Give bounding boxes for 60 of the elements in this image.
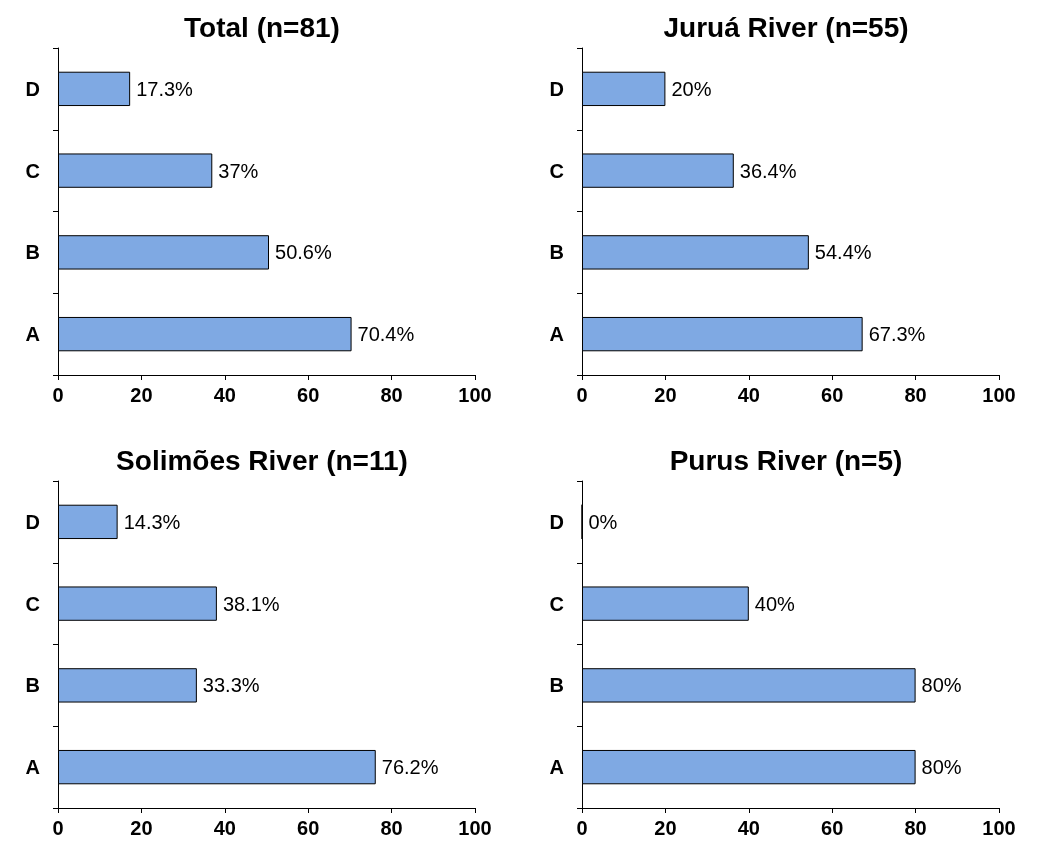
x-tick-label: 0	[52, 817, 64, 839]
x-tick-label: 100	[458, 384, 492, 406]
chart-title: Solimões River (n=11)	[116, 444, 408, 476]
x-tick-label: 60	[297, 384, 320, 406]
data-label: 40%	[754, 592, 796, 615]
y-tick-label: A	[549, 323, 564, 346]
data-label: 20%	[671, 77, 712, 100]
y-tick-label: B	[25, 241, 40, 264]
x-tick-label: 20	[130, 384, 153, 406]
data-label: 80%	[921, 674, 962, 697]
x-tick-label: 0	[576, 384, 588, 406]
y-tick-label: B	[25, 674, 40, 697]
x-tick-label: 0	[576, 817, 588, 839]
x-tick-label: 60	[821, 817, 844, 839]
data-label: 50.6%	[275, 241, 332, 264]
x-tick-label: 20	[654, 817, 677, 839]
y-tick-label: C	[25, 159, 40, 182]
x-tick-label: 20	[654, 384, 677, 406]
data-label: 14.3%	[123, 510, 181, 533]
y-tick-label: D	[25, 510, 40, 533]
x-tick-label: 40	[213, 817, 236, 839]
y-tick-label: A	[25, 323, 40, 346]
x-tick-label: 80	[380, 817, 403, 839]
data-label: 36.4%	[739, 159, 797, 182]
data-label: 80%	[921, 756, 962, 779]
data-label: 54.4%	[814, 241, 872, 264]
y-tick-label: D	[549, 77, 564, 100]
x-tick-label: 40	[213, 384, 236, 406]
y-tick-label: C	[549, 159, 564, 182]
data-label: 67.3%	[868, 323, 926, 346]
data-label: 38.1%	[222, 592, 280, 615]
x-tick-label: 60	[821, 384, 844, 406]
x-tick-label: 0	[52, 384, 64, 406]
x-tick-label: 100	[982, 384, 1016, 406]
x-tick-label: 80	[380, 384, 403, 406]
data-label: 37%	[218, 159, 259, 182]
data-label: 0%	[588, 510, 618, 533]
x-tick-label: 20	[130, 817, 153, 839]
y-tick-label: D	[25, 77, 40, 100]
x-tick-label: 80	[904, 817, 927, 839]
y-tick-label: C	[25, 592, 40, 615]
data-label: 17.3%	[136, 77, 194, 100]
x-tick-label: 80	[904, 384, 927, 406]
y-tick-label: A	[25, 756, 40, 779]
y-tick-label: D	[549, 510, 564, 533]
x-tick-label: 60	[297, 817, 320, 839]
chart-title: Purus River (n=5)	[669, 444, 903, 476]
x-tick-label: 100	[982, 817, 1016, 839]
y-tick-label: B	[549, 674, 564, 697]
y-tick-label: B	[549, 241, 564, 264]
y-tick-label: A	[549, 756, 564, 779]
x-tick-label: 40	[737, 384, 760, 406]
chart-title: Total (n=81)	[184, 11, 340, 43]
x-tick-label: 100	[458, 817, 492, 839]
data-label: 76.2%	[381, 756, 439, 779]
x-tick-label: 40	[737, 817, 760, 839]
data-label: 33.3%	[202, 674, 260, 697]
data-label: 70.4%	[357, 323, 415, 346]
y-tick-label: C	[549, 592, 564, 615]
chart-title: Juruá River (n=55)	[663, 11, 909, 43]
